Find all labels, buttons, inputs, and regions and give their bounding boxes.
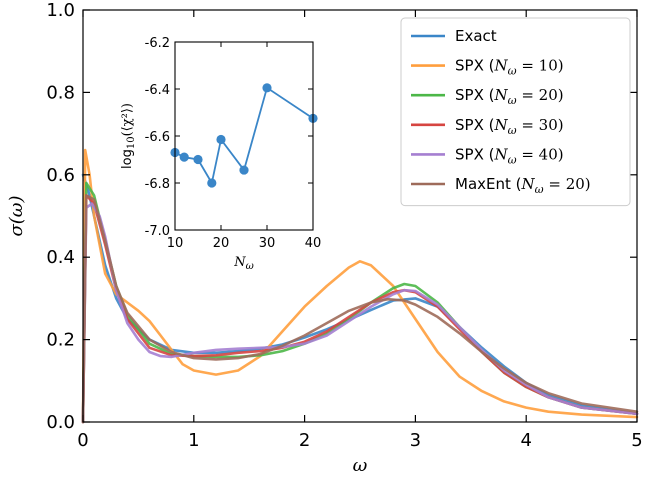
- legend-label-spx-n-10: SPX (Nω = 10): [455, 57, 564, 78]
- y-tick-label-0.2: 0.2: [46, 330, 75, 351]
- inset-point-15: [193, 154, 203, 165]
- main-plot-frame: [82, 9, 638, 423]
- x-tick-label-5: 5: [631, 430, 642, 451]
- x-tick-label-0: 0: [77, 430, 88, 451]
- y-tick-label-0.8: 0.8: [46, 82, 75, 103]
- legend-label-maxent-n-20: MaxEnt (Nω = 20): [455, 175, 591, 196]
- legend: Exact SPX (Nω = 10) SPX (Nω = 20) SPX (Nω =…: [400, 17, 631, 207]
- legend-label-spx-n-30: SPX (Nω = 30): [455, 116, 564, 137]
- main-series-group: [81, 148, 639, 424]
- series-line-exact: [81, 173, 639, 416]
- inset-y-tick-label--6.4: -6.4: [145, 83, 170, 98]
- y-tick-label-1.0: 1.0: [46, 0, 75, 21]
- x-axis-label: ω: [353, 455, 368, 476]
- series-line-spx-n-20: [81, 181, 639, 424]
- legend-box: [400, 17, 631, 207]
- y-tick-label-0.4: 0.4: [46, 247, 75, 268]
- inset-ticks-group: 10 20 30 40 -7.0 -6.8 -6.6 -6.4 -6.2: [145, 36, 322, 251]
- inset-series-group: [170, 83, 318, 188]
- legend-label-spx-n-20: SPX (Nω = 20): [455, 86, 564, 107]
- inset-y-tick-label--6.8: -6.8: [145, 177, 170, 192]
- inset-point-25: [239, 165, 249, 175]
- inset-y-axis-label: log10(⟨χ²⟩): [120, 103, 137, 169]
- series-line-maxent-n-20: [81, 194, 639, 424]
- y-axis-label: σ(ω): [6, 195, 27, 236]
- inset-x-tick-label-30: 30: [259, 236, 276, 251]
- x-tick-label-4: 4: [520, 430, 531, 451]
- y-tick-label-0.0: 0.0: [46, 412, 75, 433]
- inset-x-axis-label: Nω: [233, 255, 254, 272]
- inset-x-tick-label-40: 40: [305, 236, 322, 251]
- inset-point-18: [207, 178, 217, 188]
- legend-label-exact: Exact: [455, 27, 497, 45]
- inset-x-tick-label-10: 10: [167, 236, 184, 251]
- main-ticks-group: 0 1 2 3 4 5 0.0 0.2 0.4 0.6 0.8 1.0: [46, 0, 642, 451]
- inset-point-20: [216, 134, 226, 145]
- y-tick-label-0.6: 0.6: [46, 165, 75, 186]
- x-tick-label-3: 3: [410, 430, 421, 451]
- inset-point-12: [179, 152, 189, 162]
- inset-y-tick-label--6.2: -6.2: [145, 36, 170, 51]
- inset-y-tick-label--7.0: -7.0: [145, 224, 170, 239]
- x-tick-label-1: 1: [188, 430, 199, 451]
- inset-chart: 10 20 30 40 -7.0 -6.8 -6.6 -6.4 -6.2 Nω log10(⟨χ…: [120, 36, 321, 272]
- inset-background: [175, 42, 313, 230]
- inset-x-tick-label-20: 20: [213, 236, 230, 251]
- inset-point-30: [262, 83, 272, 93]
- inset-y-tick-label--6.6: -6.6: [145, 130, 170, 145]
- legend-label-spx-n-40: SPX (Nω = 40): [455, 145, 564, 166]
- x-tick-label-2: 2: [299, 430, 310, 451]
